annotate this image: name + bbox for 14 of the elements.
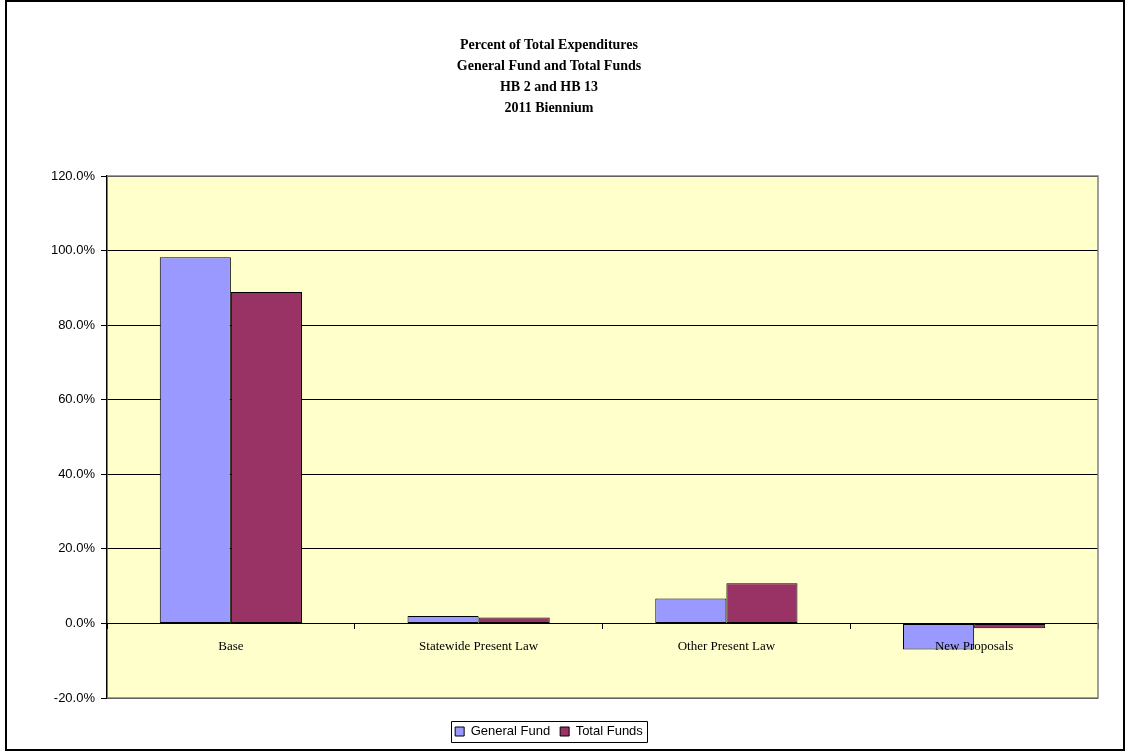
y-tick-label: -20.0% bbox=[53, 689, 96, 705]
legend-label: General Fund bbox=[470, 723, 551, 739]
legend-label: Total Funds bbox=[575, 723, 644, 739]
chart-title: Percent of Total Expenditures General Fund and Total Funds HB 2 and HB 13 2011 Biennium bbox=[456, 37, 642, 116]
x-tick-label: Statewide Present Law bbox=[419, 637, 539, 653]
y-tick-label: 80.0% bbox=[58, 316, 96, 332]
x-tick-label: Other Present Law bbox=[677, 637, 776, 653]
x-tick-label: Base bbox=[218, 637, 244, 653]
y-tick-label: 120.0% bbox=[50, 167, 96, 183]
y-tick-label: 0.0% bbox=[65, 615, 96, 631]
y-tick-label: 100.0% bbox=[50, 242, 96, 258]
y-tick-label: 20.0% bbox=[58, 540, 96, 556]
y-tick-label: 40.0% bbox=[58, 465, 96, 481]
y-tick-label: 60.0% bbox=[58, 391, 96, 407]
